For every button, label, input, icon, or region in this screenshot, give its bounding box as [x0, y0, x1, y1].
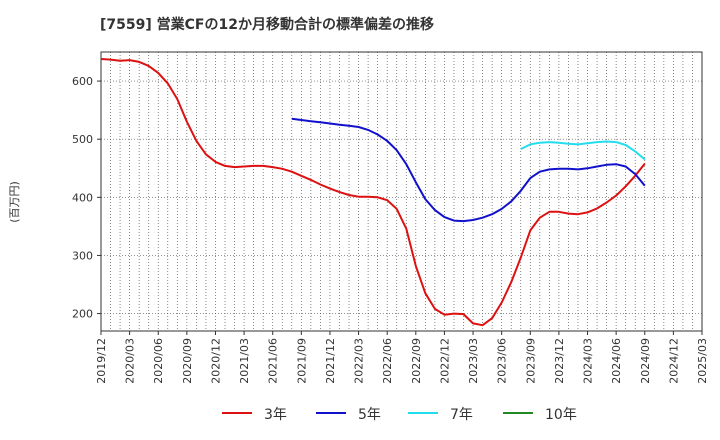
- x-tick-label: 2021/12: [324, 338, 337, 384]
- x-tick-label: 2023/03: [467, 338, 480, 384]
- legend-label-10年: 10年: [545, 407, 577, 423]
- grid-layer: [101, 52, 702, 331]
- x-tick-label: 2024/06: [610, 338, 623, 384]
- x-tick-label: 2023/12: [553, 338, 566, 384]
- x-tick-label: 2022/03: [353, 338, 366, 384]
- series-layer: [100, 58, 646, 327]
- plot-frame: [100, 51, 703, 332]
- legend-label-3年: 3年: [264, 407, 287, 423]
- y-tick-label: 400: [72, 191, 93, 204]
- x-tick-label: 2021/03: [238, 338, 251, 384]
- y-axis-label: (百万円): [8, 181, 21, 223]
- x-tick-label: 2020/06: [152, 338, 165, 384]
- x-tick-label: 2021/06: [267, 338, 280, 384]
- x-tick-label: 2024/09: [639, 338, 652, 384]
- axis-layer: 200 300 400 500 600 2019/12 2020/03 2020/06 2020…: [72, 51, 709, 384]
- x-tick-label: 2020/12: [209, 338, 222, 384]
- x-tick-label: 2020/03: [124, 338, 137, 384]
- x-tick-label: 2019/12: [95, 338, 108, 384]
- x-tick-label: 2020/09: [181, 338, 194, 384]
- x-tick-label: 2023/09: [524, 338, 537, 384]
- x-tick-label: 2024/12: [667, 338, 680, 384]
- legend: 3年 5年 7年 10年: [222, 407, 577, 423]
- series-line-5年: [291, 117, 646, 223]
- series-line-3年: [100, 58, 646, 327]
- x-tick-label: 2022/09: [410, 338, 423, 384]
- y-tick-label: 500: [72, 133, 93, 146]
- x-tick-label: 2025/03: [696, 338, 709, 384]
- y-tick-label: 200: [72, 308, 93, 321]
- series-line-7年: [520, 140, 646, 161]
- x-tick-label: 2024/03: [582, 338, 595, 384]
- x-tick-label: 2022/12: [438, 338, 451, 384]
- chart-title: [7559] 営業CFの12か月移動合計の標準偏差の推移: [100, 16, 434, 33]
- x-tick-label: 2021/09: [295, 338, 308, 384]
- legend-label-7年: 7年: [450, 407, 473, 423]
- x-tick-label: 2023/06: [496, 338, 509, 384]
- y-tick-label: 600: [72, 75, 93, 88]
- x-tick-label: 2022/06: [381, 338, 394, 384]
- y-tick-label: 300: [72, 249, 93, 262]
- legend-label-5年: 5年: [358, 407, 381, 423]
